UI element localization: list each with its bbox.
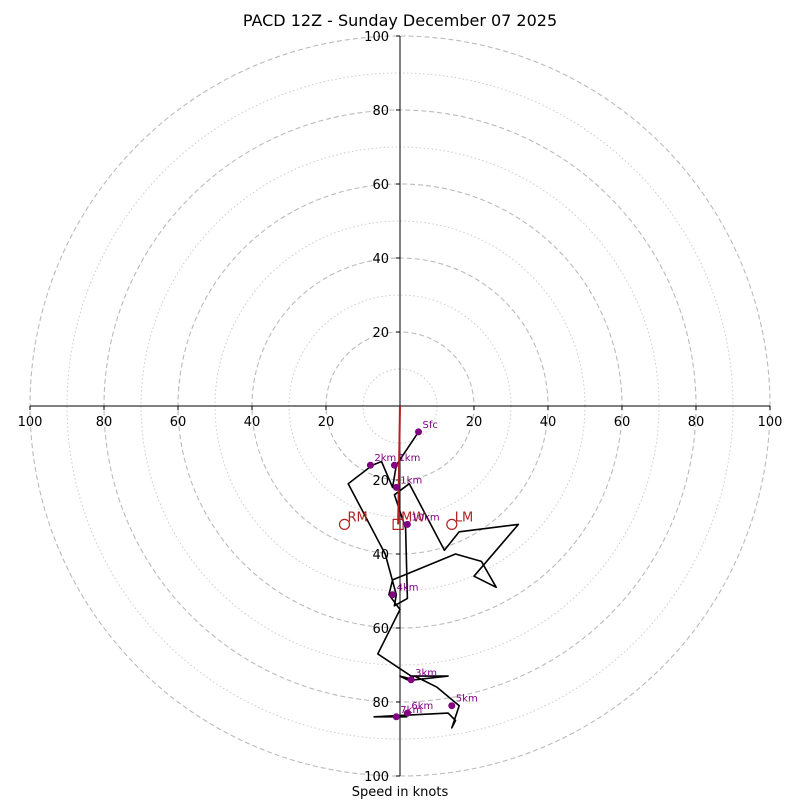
height-marker-label: 4km (397, 583, 419, 594)
height-marker-dot (448, 702, 456, 710)
hodograph-trace (347, 431, 520, 729)
x-tick-label: 20 (318, 415, 335, 430)
left-mover-label: LM (455, 510, 473, 525)
height-marker-dot (392, 483, 400, 491)
y-tick-label: 80 (372, 104, 389, 119)
x-tick-label: 80 (688, 415, 705, 430)
height-marker-label: 10km (411, 512, 439, 523)
right-mover-label: RM (348, 510, 368, 525)
height-marker-dot (366, 461, 374, 469)
height-marker-label: 6km (411, 701, 433, 712)
chart-title: PACD 12Z - Sunday December 07 2025 (243, 11, 557, 30)
mean-wind-vector (397, 405, 401, 525)
height-marker-label: 2km (374, 453, 396, 464)
y-tick-label: 20 (372, 326, 389, 341)
y-tick-label: 20 (372, 474, 389, 489)
mean-wind-marker (392, 518, 404, 531)
x-tick-label: 20 (466, 415, 483, 430)
y-tick-label: 60 (372, 622, 389, 637)
right-mover-marker (338, 518, 351, 531)
height-marker-dot (415, 428, 422, 436)
height-marker-label: 1km (400, 475, 422, 486)
hodograph-line (347, 431, 520, 729)
height-marker-label: 1km (398, 453, 420, 464)
height-marker-dot (407, 676, 415, 684)
height-marker-dot (403, 709, 411, 717)
y-tick-label: 100 (364, 30, 389, 45)
height-marker-label: 5km (456, 694, 478, 705)
y-tick-label: 80 (372, 696, 389, 711)
height-marker-label: 7km (400, 705, 422, 716)
y-tick-label: 40 (372, 252, 389, 267)
height-marker-dot (389, 591, 397, 599)
height-marker-label: Sfc (423, 420, 438, 431)
tick-labels: 100 80 60 40 20 20 40 60 80 100100806040202040608… (18, 30, 783, 785)
x-tick-label: 40 (540, 415, 557, 430)
height-marker-label: 3km (415, 668, 437, 679)
x-tick-label: 100 (18, 415, 43, 430)
x-tick-label: 80 (96, 415, 113, 430)
x-axis-label: Speed in knots (352, 785, 449, 800)
x-tick-label: 60 (614, 415, 631, 430)
x-tick-label: 40 (244, 415, 261, 430)
height-marker-dot (403, 520, 411, 528)
x-tick-label: 100 (758, 415, 783, 430)
height-marker-dot (392, 713, 400, 721)
height-marker-dot (390, 461, 398, 469)
y-tick-label: 60 (372, 178, 389, 193)
x-tick-label: 60 (170, 415, 187, 430)
y-tick-label: 100 (364, 770, 389, 785)
left-mover-marker (446, 518, 458, 531)
